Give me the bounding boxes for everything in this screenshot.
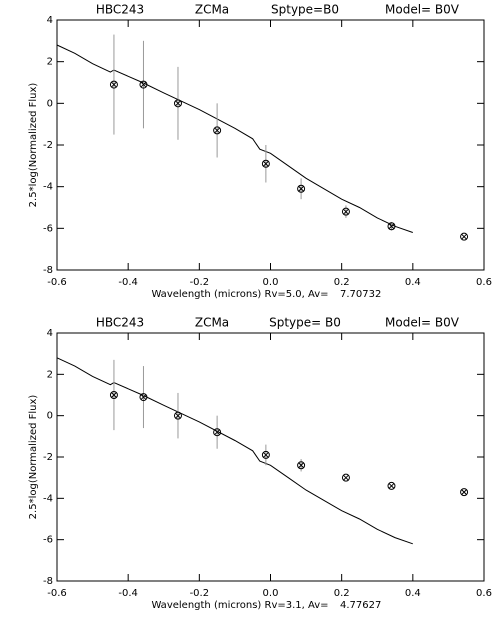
y-tick-label: 4 <box>47 15 53 26</box>
data-point <box>341 207 350 216</box>
y-axis-label: 2.5*log(Normalized Flux) <box>28 395 39 520</box>
data-point <box>460 232 469 241</box>
x-tick-label: -0.6 <box>47 277 67 288</box>
data-point <box>213 428 222 437</box>
title-part: ZCMa <box>195 3 229 17</box>
x-tick-label: 0.6 <box>476 588 492 599</box>
x-tick-label: -0.2 <box>190 277 210 288</box>
y-tick-label: 0 <box>47 411 53 422</box>
data-point <box>109 80 118 89</box>
y-tick-label: 4 <box>47 328 53 339</box>
title-part: HBC243 <box>96 3 144 17</box>
data-point <box>173 99 182 108</box>
data-point <box>139 80 148 89</box>
plot-frame <box>56 19 485 271</box>
data-point <box>387 222 396 231</box>
y-axis-label: 2.5*log(Normalized Flux) <box>28 83 39 208</box>
title-part: Sptype=B0 <box>271 3 339 17</box>
title-part: Model= B0V <box>385 3 460 17</box>
x-tick-label: -0.6 <box>47 588 67 599</box>
x-tick-label: 0.4 <box>405 277 421 288</box>
data-point <box>173 411 182 420</box>
y-tick-label: -8 <box>43 576 53 587</box>
y-tick-label: 2 <box>47 369 53 380</box>
data-point <box>261 450 270 459</box>
y-tick-label: -2 <box>43 452 53 463</box>
y-tick-label: 2 <box>47 57 53 68</box>
data-point <box>387 481 396 490</box>
x-tick-label: 0.4 <box>405 588 421 599</box>
data-point <box>109 391 118 399</box>
av-value: 4.77627 <box>340 600 381 611</box>
title-part: Sptype= B0 <box>269 316 341 330</box>
title-part: Model= B0V <box>385 316 460 330</box>
title-part: ZCMa <box>195 316 229 330</box>
y-tick-label: -6 <box>43 223 53 234</box>
title-part: HBC243 <box>96 316 144 330</box>
x-tick-label: 0.0 <box>263 588 279 599</box>
data-point <box>341 473 350 482</box>
model-spectrum <box>56 357 413 545</box>
data-point <box>297 461 306 470</box>
plot-frame <box>56 332 485 582</box>
x-axis-label: Wavelength (microns) Rv=5.0, Av= <box>151 289 328 300</box>
y-tick-label: 0 <box>47 98 53 109</box>
data-point <box>460 488 469 497</box>
x-tick-label: -0.2 <box>190 588 210 599</box>
x-tick-label: -0.4 <box>118 588 138 599</box>
x-tick-label: 0.6 <box>476 277 492 288</box>
data-point <box>213 126 222 135</box>
av-value: 7.70732 <box>340 289 381 300</box>
data-point <box>261 159 270 168</box>
y-tick-label: -2 <box>43 140 53 151</box>
x-tick-label: 0.2 <box>334 277 350 288</box>
y-tick-label: -4 <box>43 493 53 504</box>
y-tick-label: -8 <box>43 265 53 276</box>
y-tick-label: -6 <box>43 535 53 546</box>
x-tick-label: 0.0 <box>263 277 279 288</box>
data-point <box>139 393 148 402</box>
x-axis-label: Wavelength (microns) Rv=3.1, Av= <box>151 600 328 611</box>
y-tick-label: -4 <box>43 182 53 193</box>
data-point <box>297 184 306 193</box>
x-tick-label: 0.2 <box>334 588 350 599</box>
x-tick-label: -0.4 <box>118 277 138 288</box>
model-spectrum <box>56 44 413 233</box>
